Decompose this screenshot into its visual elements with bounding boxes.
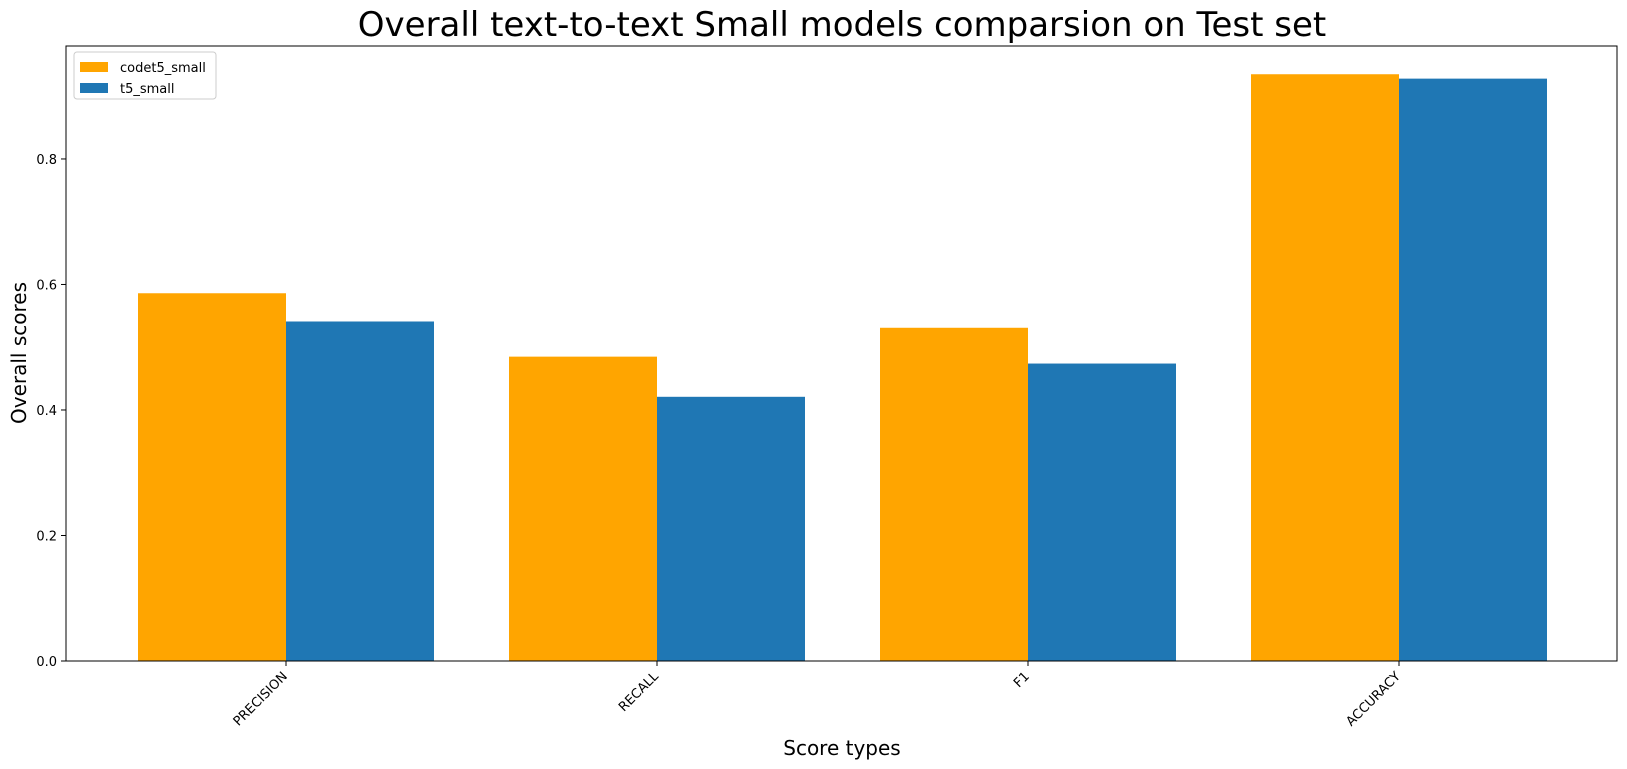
y-tick-label: 0.4 xyxy=(36,404,57,419)
legend-box xyxy=(73,51,217,100)
bar-codet5_small-accuracy xyxy=(1251,74,1399,661)
legend: codet5_small t5_small xyxy=(73,51,217,100)
x-axis-label: Score types xyxy=(783,736,900,760)
legend-swatch-t5_small xyxy=(80,83,108,93)
chart-title: Overall text-to-text Small models compar… xyxy=(358,5,1326,45)
bar-t5_small-f1 xyxy=(1028,363,1176,661)
bar-t5_small-precision xyxy=(286,321,434,661)
bar-t5_small-recall xyxy=(657,396,805,661)
plot-area: 0.0 0.2 0.4 0.6 0.8 PRECISION RECALL F1 ACCURACY xyxy=(36,45,1618,730)
y-tick-label: 0.6 xyxy=(36,278,57,293)
x-tick-label-accuracy: ACCURACY xyxy=(1344,669,1404,729)
bar-codet5_small-f1 xyxy=(880,327,1028,661)
axes-frame xyxy=(65,45,1618,662)
x-tick-label-precision: PRECISION xyxy=(231,669,291,729)
y-axis-label: Overall scores xyxy=(7,282,31,424)
x-tick-label-f1: F1 xyxy=(1011,669,1033,691)
y-tick-label: 0.2 xyxy=(36,529,57,544)
legend-label-codet5_small: codet5_small xyxy=(120,61,206,76)
y-tick-label: 0.0 xyxy=(36,655,57,670)
legend-swatch-codet5_small xyxy=(80,62,108,72)
bar-codet5_small-recall xyxy=(509,356,657,661)
x-tick-label-recall: RECALL xyxy=(616,669,662,715)
y-tick-label: 0.8 xyxy=(36,153,57,168)
legend-label-t5_small: t5_small xyxy=(120,82,175,97)
bar-t5_small-accuracy xyxy=(1399,78,1547,662)
bar-codet5_small-precision xyxy=(138,293,286,661)
